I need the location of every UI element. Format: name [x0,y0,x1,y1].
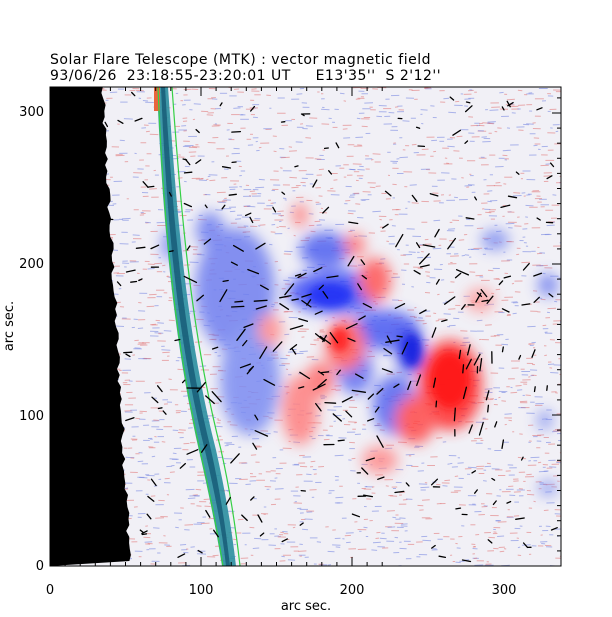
y-axis-label: arc sec. [2,301,17,351]
off-disk-region [50,87,131,566]
figure-title: Solar Flare Telescope (MTK) : vector mag… [50,52,431,68]
limb-contour-inner [157,87,224,566]
y-tick-label: 100 [19,409,44,424]
x-tick-label: 200 [340,583,365,598]
strong-cores [308,283,470,408]
limb-band-inner [161,87,230,566]
axis-ticks [49,87,561,567]
x-tick-label: 0 [46,583,54,598]
x-axis-label: arc sec. [281,599,331,614]
x-tick-label: 100 [189,583,214,598]
figure-subtitle: 93/06/26 23:18:55-23:20:01 UT E13'35'' S… [50,68,442,84]
limb-contour-outer [171,87,241,566]
plot-frame [49,86,562,567]
limb-red-strip [154,87,160,111]
transverse-field-vectors [91,91,558,563]
plot-background [50,87,561,566]
y-tick-label: 200 [19,257,44,272]
y-tick-label: 0 [36,559,44,574]
limb-band [157,87,236,566]
x-tick-label: 300 [492,583,517,598]
y-tick-label: 300 [19,105,44,120]
